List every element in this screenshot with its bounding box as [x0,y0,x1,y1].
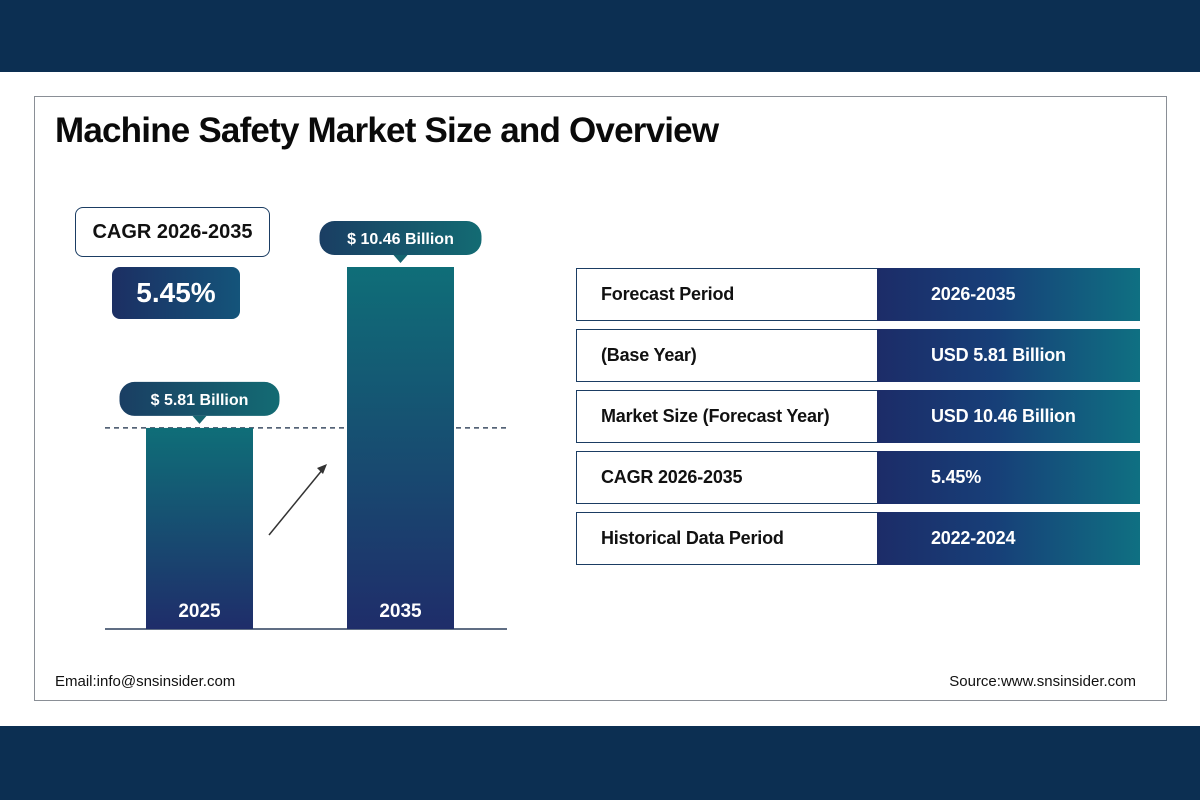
metric-label: CAGR 2026-2035 [576,451,877,504]
metric-label: Forecast Period [576,268,877,321]
metric-row: CAGR 2026-2035 5.45% [576,451,1140,504]
metric-label: (Base Year) [576,329,877,382]
value-callout [119,381,280,416]
cagr-value-badge: 5.45% [112,267,240,319]
value-callout [319,221,482,255]
metrics-table: Forecast Period 2026-2035 (Base Year) USD 5… [576,268,1140,573]
bar-category-label: 2025 [178,601,221,622]
footer-email: Email:info@snsinsider.com [55,673,236,690]
metric-value: USD 5.81 Billion [877,329,1140,382]
callout-pointer [192,415,207,424]
metric-value: USD 10.46 Billion [877,390,1140,443]
cagr-label-box: CAGR 2026-2035 [75,207,270,257]
metric-value: 5.45% [877,451,1140,504]
bar-2035 [347,267,454,629]
growth-arrow-head [317,464,327,474]
callout-pointer [393,255,408,263]
overview-card: Machine Safety Market Size and Overview … [34,96,1167,701]
bar-2025 [146,427,253,629]
bar-category-label: 2035 [379,601,422,622]
bar-value-label: $ 10.46 Billion [347,231,454,248]
top-band [0,0,1200,72]
metric-row: Market Size (Forecast Year) USD 10.46 Bil… [576,390,1140,443]
metric-label: Market Size (Forecast Year) [576,390,877,443]
market-size-bar-chart: 2025 $ 5.81 Billion 2035 $ 10.46 Billion [105,221,507,630]
metric-row: (Base Year) USD 5.81 Billion [576,329,1140,382]
growth-arrow [268,468,324,536]
metric-value: 2022-2024 [877,512,1140,565]
footer-source: Source:www.snsinsider.com [949,673,1136,690]
metric-label: Historical Data Period [576,512,877,565]
bottom-band [0,726,1200,800]
page-title: Machine Safety Market Size and Overview [55,111,719,150]
bar-value-label: $ 5.81 Billion [151,392,249,409]
metric-row: Forecast Period 2026-2035 [576,268,1140,321]
metric-row: Historical Data Period 2022-2024 [576,512,1140,565]
metric-value: 2026-2035 [877,268,1140,321]
